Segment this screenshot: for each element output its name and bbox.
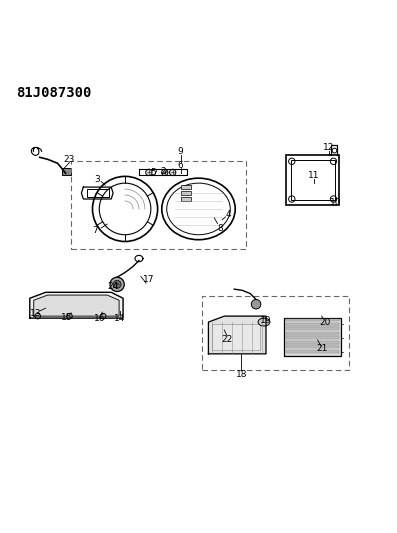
Text: 10: 10 <box>330 198 341 207</box>
Bar <box>87 189 109 197</box>
Text: 16: 16 <box>94 313 106 322</box>
Bar <box>286 319 339 321</box>
Bar <box>181 197 191 201</box>
Bar <box>62 168 71 175</box>
Text: 4: 4 <box>225 211 231 220</box>
Circle shape <box>162 169 168 175</box>
Polygon shape <box>30 292 123 318</box>
Bar <box>181 185 191 189</box>
Bar <box>291 160 335 200</box>
Bar <box>286 332 339 335</box>
Text: 20: 20 <box>320 318 331 327</box>
Bar <box>212 324 260 350</box>
Text: 9: 9 <box>178 147 183 156</box>
Circle shape <box>251 300 261 309</box>
Text: 6: 6 <box>178 161 183 170</box>
Text: 5: 5 <box>150 167 156 176</box>
Bar <box>286 336 339 339</box>
Text: 21: 21 <box>317 344 328 353</box>
Text: 81J087300: 81J087300 <box>16 86 91 100</box>
Text: 12: 12 <box>323 143 334 152</box>
Text: 13: 13 <box>30 309 41 318</box>
Polygon shape <box>208 316 266 354</box>
Text: 2: 2 <box>160 167 166 176</box>
Text: 23: 23 <box>64 155 75 164</box>
Bar <box>286 323 339 326</box>
Bar <box>284 318 341 356</box>
Text: 3: 3 <box>94 175 100 184</box>
Bar <box>286 327 339 330</box>
Text: 19: 19 <box>260 316 272 325</box>
Bar <box>286 155 339 205</box>
Bar <box>286 341 339 344</box>
Text: 24: 24 <box>108 282 119 291</box>
Text: 8: 8 <box>218 224 223 233</box>
Bar <box>286 345 339 348</box>
Circle shape <box>113 280 121 288</box>
Text: 18: 18 <box>236 370 247 379</box>
Text: 15: 15 <box>61 313 72 322</box>
Bar <box>181 191 191 195</box>
Text: 7: 7 <box>93 227 98 235</box>
Circle shape <box>110 277 124 292</box>
Circle shape <box>170 169 176 175</box>
Text: 22: 22 <box>222 335 233 344</box>
Polygon shape <box>34 295 119 316</box>
Text: 14: 14 <box>114 313 125 322</box>
Text: 11: 11 <box>308 171 319 180</box>
Ellipse shape <box>258 318 270 326</box>
Text: 17: 17 <box>143 274 154 284</box>
Bar <box>286 350 339 353</box>
Circle shape <box>146 169 152 175</box>
